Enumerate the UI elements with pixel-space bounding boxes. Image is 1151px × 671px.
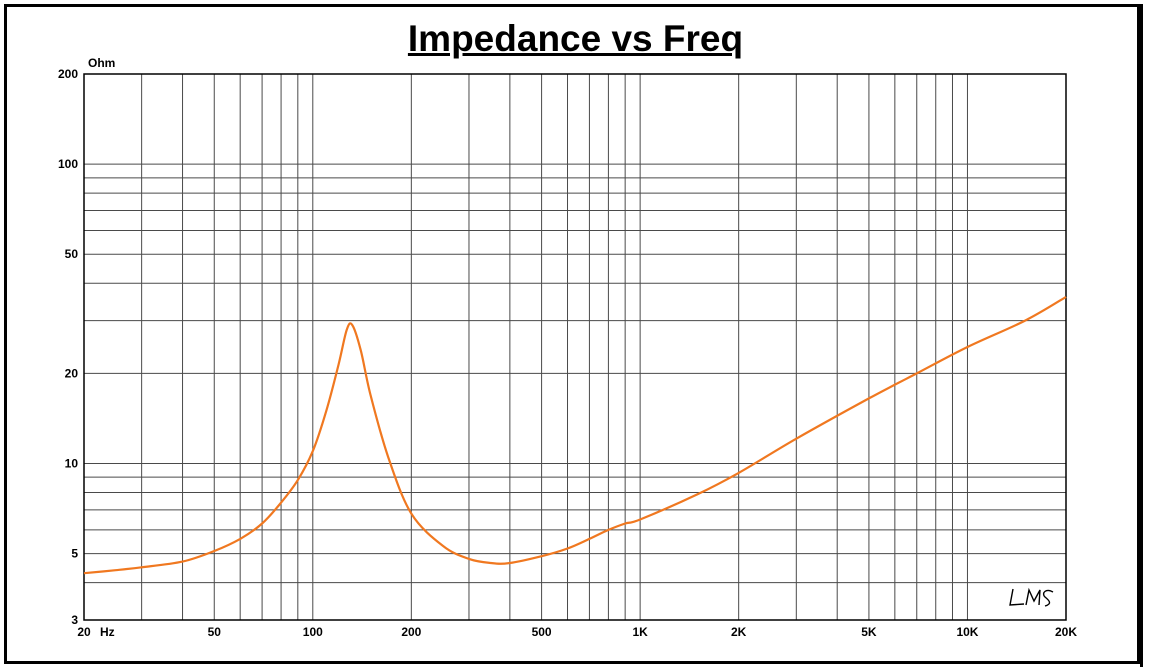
x-tick-label: 20K [1055,625,1077,639]
x-tick-label: 500 [532,625,552,639]
x-tick-label: 10K [956,625,978,639]
y-tick-label: 3 [71,613,78,627]
y-axis-unit: Ohm [88,56,115,70]
frame-shadow [1140,4,1143,667]
x-axis-ticks: 20 50 100 200 500 1K 2K 5K 10K 20K [77,625,1077,639]
y-tick-label: 50 [65,247,79,261]
grid [84,74,1066,620]
y-tick-label: 5 [71,547,78,561]
x-tick-label: 50 [208,625,222,639]
x-tick-label: 1K [632,625,648,639]
y-tick-label: 100 [58,157,78,171]
x-tick-label: 100 [303,625,323,639]
lms-logo [1009,587,1054,607]
y-tick-label: 200 [58,67,78,81]
x-tick-label: 2K [731,625,747,639]
chart-frame [4,4,1140,664]
x-axis-unit: Hz [100,625,115,639]
plot-border [83,73,1067,621]
x-tick-label: 200 [401,625,421,639]
y-axis-ticks: 3 5 10 20 50 100 200 [58,67,78,627]
x-tick-label: 5K [861,625,877,639]
y-tick-label: 20 [65,366,79,380]
y-tick-label: 10 [65,456,79,470]
series-line-impedance [83,295,1067,575]
x-tick-label: 20 [77,625,91,639]
chart-title: Impedance vs Freq [407,18,744,59]
